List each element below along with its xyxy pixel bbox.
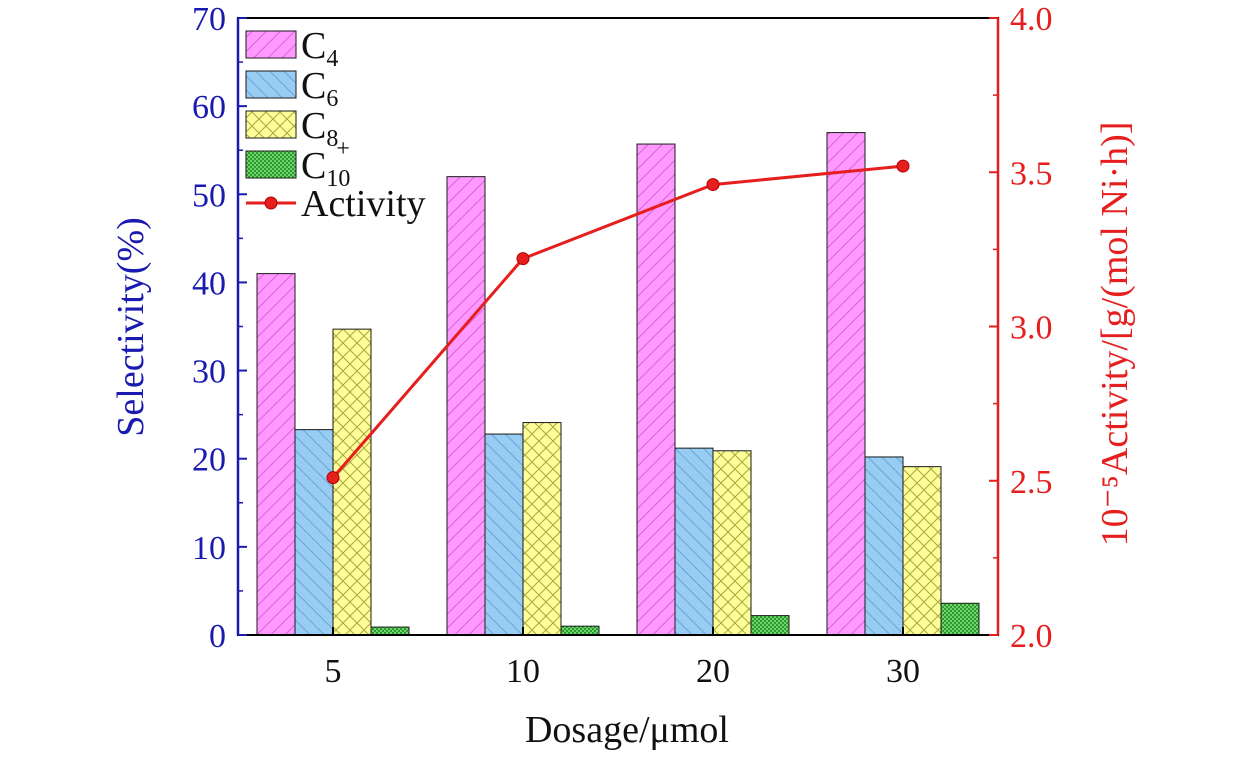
bar-c6-30	[864, 456, 904, 636]
activity-point-5	[326, 471, 340, 485]
y-axis-left-title: Selectivity(%)	[110, 217, 152, 436]
right-tick-label: 3.0	[1010, 310, 1053, 347]
bar-c4-5	[256, 273, 296, 636]
bar-c4-30	[826, 132, 866, 636]
activity-point-20	[706, 178, 720, 192]
activity-line-group	[326, 159, 910, 485]
x-tick-label: 30	[886, 653, 920, 690]
legend-activity-marker	[264, 196, 278, 210]
left-tick-label: 30	[192, 354, 226, 391]
bar-c8-30	[902, 466, 942, 636]
activity-point-10	[516, 252, 530, 266]
bar-c10-10	[560, 625, 600, 636]
left-axis-ticks: 0 10 20 30 40 50 60 70	[192, 1, 247, 655]
left-tick-label: 10	[192, 530, 226, 567]
legend-swatch-c10	[245, 150, 297, 179]
left-tick-label: 0	[209, 618, 226, 655]
bar-group	[256, 132, 980, 636]
legend-label-activity: Activity	[301, 183, 426, 225]
legend-swatch-c4	[245, 30, 297, 59]
legend-label-c10: C10+	[301, 136, 350, 192]
left-tick-label: 50	[192, 177, 226, 214]
left-tick-label: 70	[192, 1, 226, 38]
x-tick-label: 10	[506, 653, 540, 690]
activity-point-30	[896, 159, 910, 173]
x-axis-ticks: 5 10 20 30	[325, 627, 920, 690]
right-tick-label: 2.5	[1010, 464, 1053, 501]
bar-c6-10	[484, 433, 524, 636]
right-tick-label: 2.0	[1010, 618, 1053, 655]
bar-c10-20	[750, 615, 790, 636]
x-tick-label: 20	[696, 653, 730, 690]
y-axis-right-title: 10⁻⁵Activity/[g/(mol Ni·h)]	[1094, 122, 1136, 547]
bar-c6-5	[294, 429, 334, 636]
bar-c8-20	[712, 450, 752, 636]
right-axis-ticks: 2.0 2.5 3.0 3.5 4.0	[989, 1, 1053, 655]
x-axis-title: Dosage/μmol	[525, 709, 729, 751]
legend-swatch-c6	[245, 70, 297, 99]
bar-c10-30	[940, 602, 980, 636]
legend-swatch-c8	[245, 110, 297, 139]
left-tick-label: 40	[192, 265, 226, 302]
bar-c8-10	[522, 422, 562, 636]
bar-c8-5	[332, 328, 372, 636]
left-tick-label: 60	[192, 89, 226, 126]
x-tick-label: 5	[325, 653, 342, 690]
bar-c6-20	[674, 447, 714, 636]
bar-c4-20	[636, 143, 676, 636]
right-tick-label: 4.0	[1010, 1, 1053, 38]
bar-c4-10	[446, 176, 486, 636]
bar-c10-5	[370, 626, 410, 636]
right-tick-label: 3.5	[1010, 155, 1053, 192]
activity-line	[331, 164, 904, 479]
left-tick-label: 20	[192, 442, 226, 479]
